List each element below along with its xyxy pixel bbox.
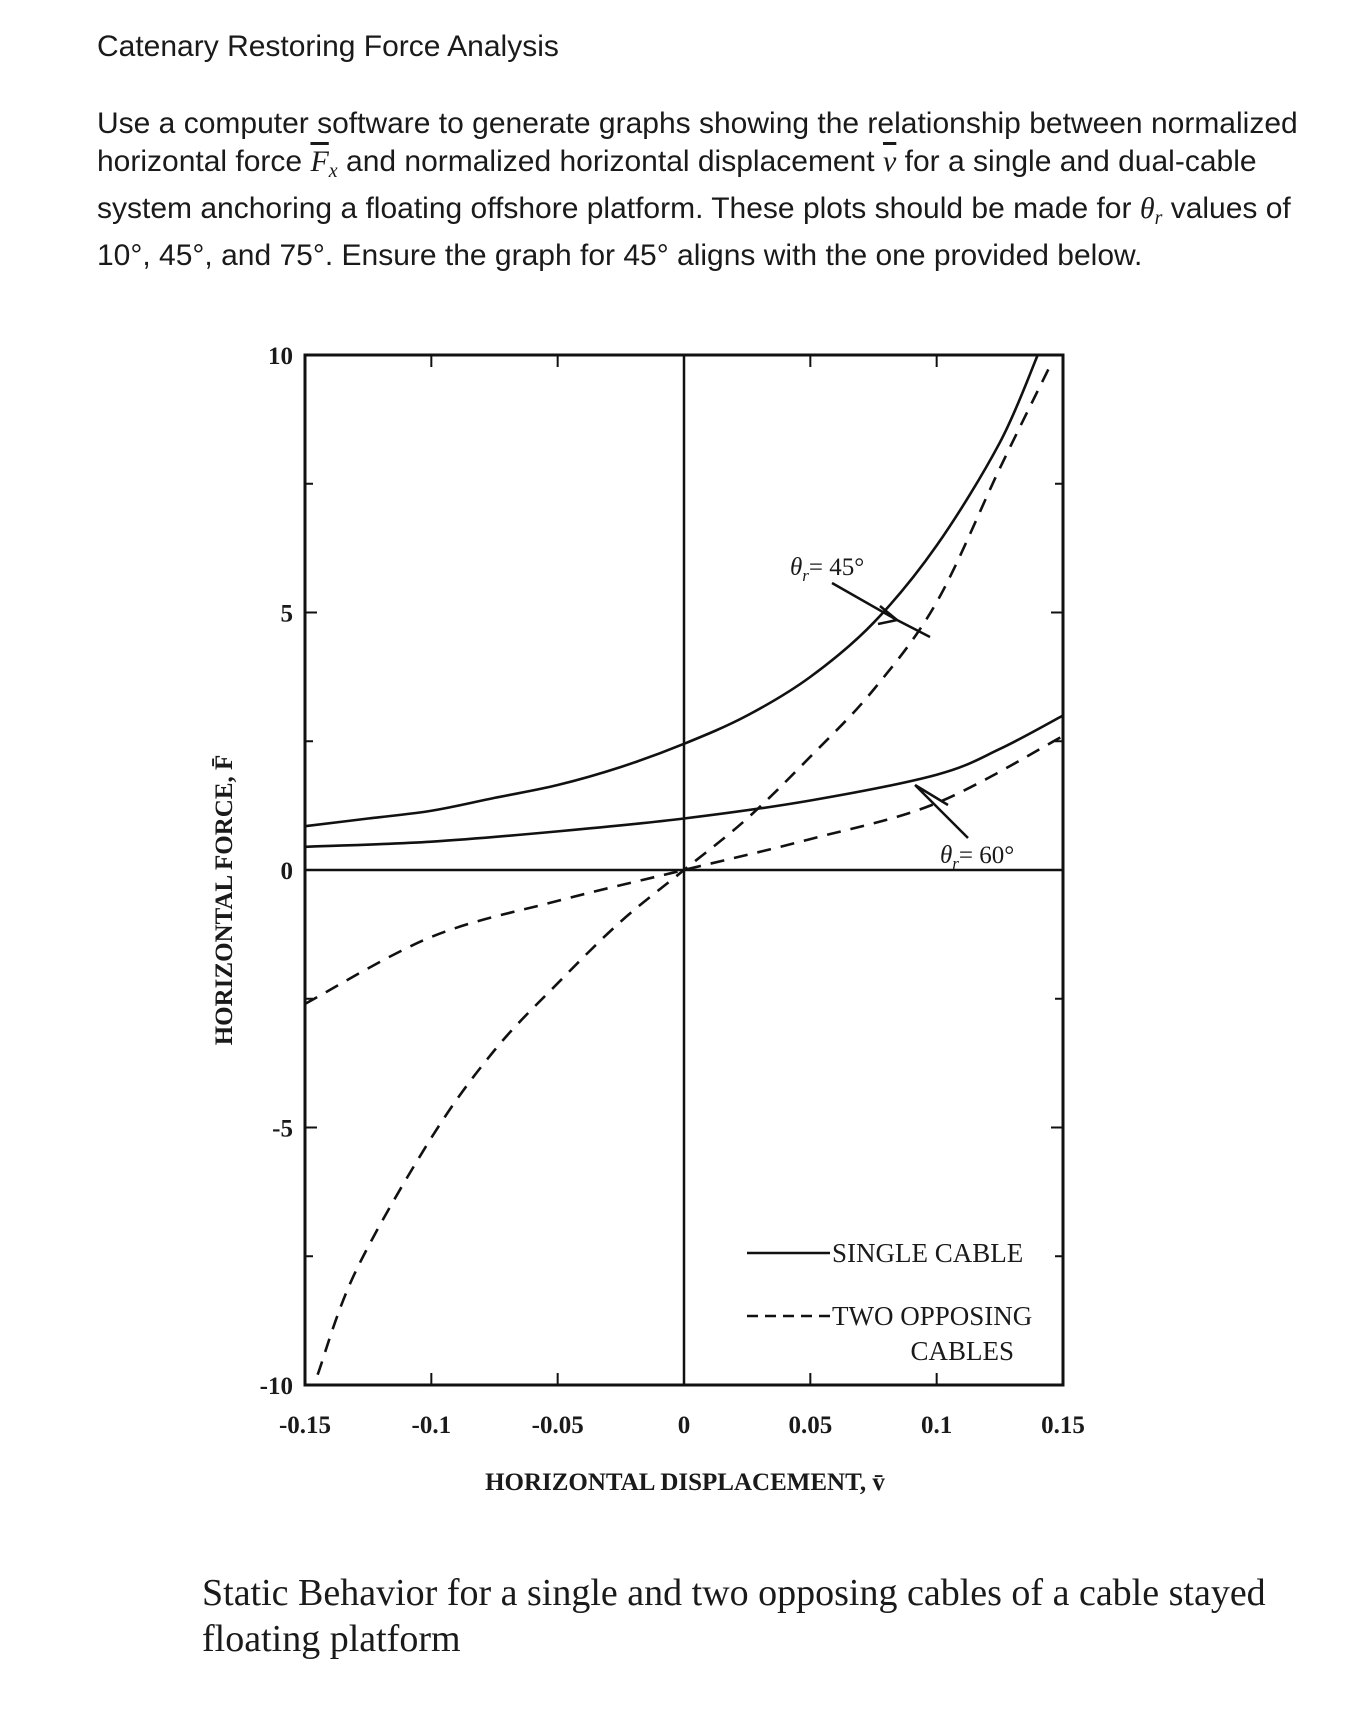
figure-caption: Static Behavior for a single and two opp… bbox=[202, 1572, 1266, 1660]
annotation-45-arrow bbox=[877, 605, 898, 626]
annotation-60: θr= 60° bbox=[914, 783, 1014, 873]
y-tick-label-4: -10 bbox=[260, 1373, 293, 1400]
fx-symbol: F bbox=[310, 145, 329, 178]
series-line-2-single-cable bbox=[304, 714, 1064, 849]
v-symbol: v bbox=[882, 145, 897, 178]
annotation-60-leader bbox=[914, 783, 969, 839]
series-line-0-single-cable bbox=[304, 354, 1039, 828]
legend-two-opposing-line2: CABLES bbox=[910, 1336, 1014, 1366]
x-tick-label-4: 0.05 bbox=[788, 1412, 832, 1439]
problem-text-2: and normalized horizontal displacement bbox=[337, 145, 883, 178]
annotation-60-text: θr= 60° bbox=[940, 842, 1014, 873]
y-tick-label-3: -5 bbox=[272, 1116, 293, 1143]
series-line-1-two-cables bbox=[316, 364, 1052, 1376]
series-group bbox=[304, 354, 1064, 1376]
x-tick-label-6: 0.15 bbox=[1041, 1412, 1085, 1439]
y-tick-label-2: 0 bbox=[281, 858, 294, 885]
annotation-45: θr= 45° bbox=[790, 554, 931, 639]
x-tick-label-0: -0.15 bbox=[279, 1412, 331, 1439]
legend-single-cable: SINGLE CABLE bbox=[832, 1238, 1023, 1268]
problem-text-4: values of 10°, 45°, and 75°. Ensure the … bbox=[97, 192, 1291, 272]
ticks-group: -0.15 -0.1 -0.05 0 0.05 0.1 0.15 10 5 0 -5 -10 bbox=[260, 343, 1085, 1439]
y-tick-label-0: 10 bbox=[268, 343, 293, 370]
annotation-45-text: θr= 45° bbox=[790, 554, 864, 585]
problem-text-1: Use a computer software to generate grap… bbox=[97, 107, 1298, 178]
x-tick-label-3: 0 bbox=[678, 1412, 691, 1439]
legend: SINGLE CABLE TWO OPPOSING CABLES bbox=[747, 1238, 1032, 1366]
x-tick-label-5: 0.1 bbox=[921, 1412, 952, 1439]
problem-text-3: for a single and dual-cable system ancho… bbox=[97, 145, 1257, 225]
x-tick-label-2: -0.05 bbox=[532, 1412, 584, 1439]
legend-two-opposing-line1: TWO OPPOSING bbox=[832, 1301, 1032, 1331]
catenary-force-chart: -0.15 -0.1 -0.05 0 0.05 0.1 0.15 10 5 0 -5 -10 HORI… bbox=[211, 343, 1085, 1496]
annotation-45-leader bbox=[831, 581, 931, 639]
y-axis-label: HORIZONTAL FORCE, F̄ bbox=[211, 755, 238, 1046]
document-title: Catenary Restoring Force Analysis bbox=[97, 30, 559, 63]
x-axis-label: HORIZONTAL DISPLACEMENT, v̄ bbox=[485, 1469, 885, 1496]
y-tick-label-1: 5 bbox=[281, 601, 294, 628]
x-tick-label-1: -0.1 bbox=[412, 1412, 452, 1439]
theta-symbol: θr bbox=[1139, 192, 1163, 229]
problem-statement: Use a computer software to generate grap… bbox=[97, 105, 1337, 275]
fx-subscript: x bbox=[328, 160, 338, 182]
